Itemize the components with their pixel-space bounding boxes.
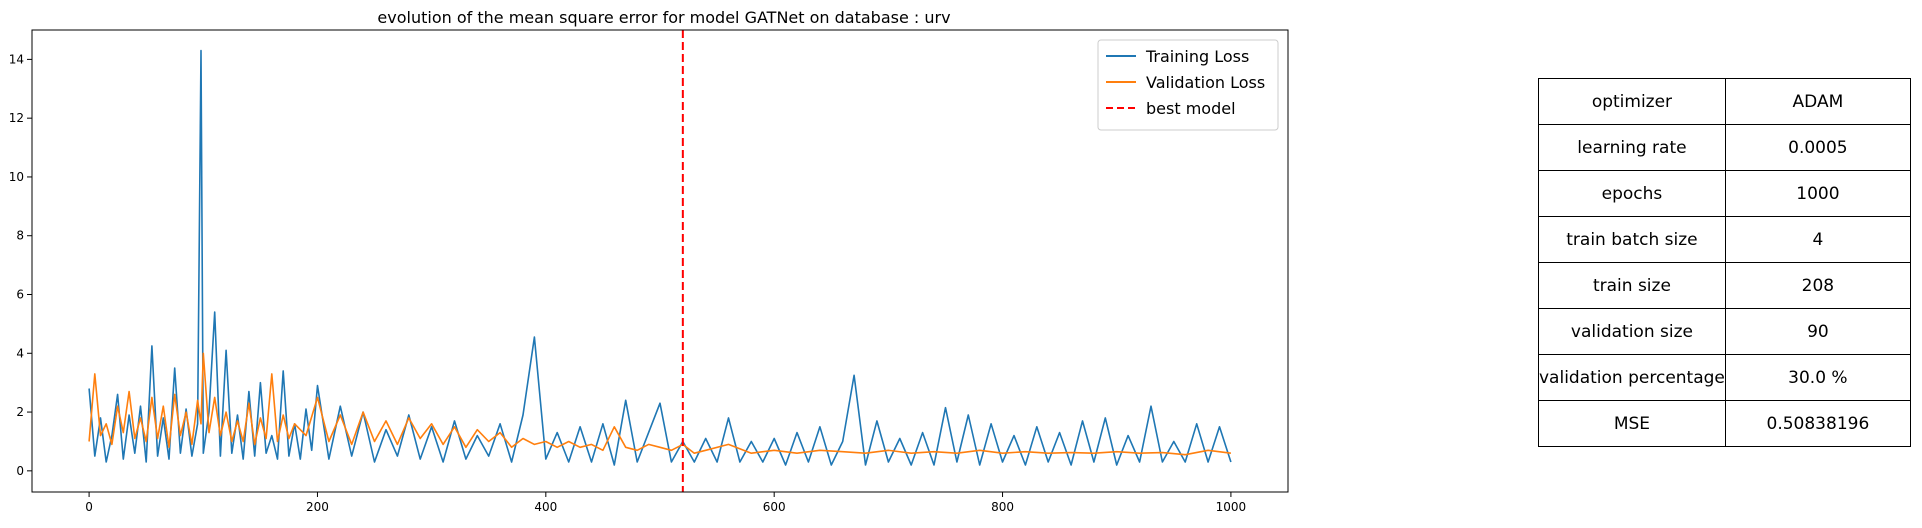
table-row: MSE 0.50838196 [1538, 400, 1911, 447]
param-name-cell: MSE [1538, 400, 1726, 447]
chart-legend: Training Loss Validation Loss best model [1097, 39, 1279, 131]
series-line-1 [88, 352, 1232, 456]
param-name-cell: train batch size [1538, 216, 1726, 263]
legend-box [1097, 39, 1279, 131]
y-tick-label: 14 [9, 52, 24, 66]
table-row: validation size 90 [1538, 308, 1911, 355]
param-value-cell: 4 [1724, 216, 1911, 263]
x-tick-label: 0 [85, 500, 93, 514]
param-value-cell: 90 [1724, 308, 1911, 355]
table-row: epochs 1000 [1538, 170, 1911, 217]
param-value-cell: ADAM [1724, 78, 1911, 125]
loss-chart: evolution of the mean square error for m… [9, 8, 1289, 514]
param-value-cell: 208 [1724, 262, 1911, 309]
legend-label: Validation Loss [1146, 73, 1265, 92]
x-axis: 0 200 400 600 800 1000 [85, 492, 1246, 514]
legend-label: best model [1146, 99, 1236, 118]
table-row: validation percentage 30.0 % [1538, 354, 1911, 401]
param-name-cell: train size [1538, 262, 1726, 309]
param-name-cell: optimizer [1538, 78, 1726, 125]
y-tick-label: 8 [16, 229, 24, 243]
plot-frame [31, 29, 1289, 493]
table-row: optimizer ADAM [1538, 78, 1911, 125]
y-tick-label: 0 [16, 464, 24, 478]
x-tick-label: 400 [534, 500, 557, 514]
plot-lines [88, 49, 1232, 466]
y-tick-label: 2 [16, 405, 24, 419]
param-name-cell: validation size [1538, 308, 1726, 355]
y-tick-label: 12 [9, 111, 24, 125]
y-tick-label: 6 [16, 288, 24, 302]
table-row: learning rate 0.0005 [1538, 124, 1911, 171]
param-name-cell: epochs [1538, 170, 1726, 217]
x-tick-label: 200 [306, 500, 329, 514]
x-tick-label: 1000 [1216, 500, 1247, 514]
x-tick-label: 600 [763, 500, 786, 514]
y-tick-label: 4 [16, 346, 24, 360]
param-value-cell: 0.50838196 [1724, 400, 1911, 447]
table-row: train batch size 4 [1538, 216, 1911, 263]
param-name-cell: validation percentage [1538, 354, 1726, 401]
legend-label: Training Loss [1145, 47, 1249, 66]
param-name-cell: learning rate [1538, 124, 1726, 171]
x-tick-label: 800 [991, 500, 1014, 514]
param-value-cell: 1000 [1724, 170, 1911, 217]
param-value-cell: 30.0 % [1724, 354, 1911, 401]
series-line-0 [88, 49, 1232, 466]
y-tick-label: 10 [9, 170, 24, 184]
param-value-cell: 0.0005 [1724, 124, 1911, 171]
parameters-table: optimizer ADAM learning rate 0.0005 epochs 10… [1538, 78, 1911, 447]
chart-title: evolution of the mean square error for m… [377, 8, 950, 27]
y-axis: 0 2 4 6 8 10 12 14 [9, 52, 32, 478]
table-row: train size 208 [1538, 262, 1911, 309]
